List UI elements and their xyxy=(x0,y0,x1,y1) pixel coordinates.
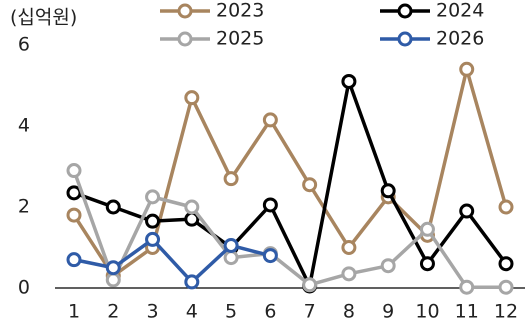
x-tick-label: 5 xyxy=(225,301,237,323)
y-tick-label: 6 xyxy=(18,34,30,56)
point xyxy=(105,260,121,276)
legend-label: 2024 xyxy=(436,0,484,22)
point xyxy=(498,256,514,272)
unit-label: (십억원) xyxy=(10,7,77,29)
x-tick-label: 1 xyxy=(68,301,80,323)
point xyxy=(262,112,278,128)
point xyxy=(459,61,475,77)
x-tick-label: 11 xyxy=(455,301,479,323)
point xyxy=(184,199,200,215)
point xyxy=(145,231,161,247)
legend-marker xyxy=(397,31,413,47)
legend-marker xyxy=(397,3,413,19)
legend-marker xyxy=(177,3,193,19)
point xyxy=(105,199,121,215)
point xyxy=(419,221,435,237)
point xyxy=(459,279,475,295)
point xyxy=(498,199,514,215)
point xyxy=(302,177,318,193)
legend-label: 2023 xyxy=(216,0,264,22)
legend-label: 2026 xyxy=(436,28,484,50)
x-tick-label: 7 xyxy=(304,301,316,323)
x-tick-label: 6 xyxy=(264,301,276,323)
point xyxy=(105,272,121,288)
point xyxy=(498,279,514,295)
point xyxy=(262,197,278,213)
x-tick-label: 2 xyxy=(107,301,119,323)
point xyxy=(66,207,82,223)
legend-marker xyxy=(177,31,193,47)
point xyxy=(262,248,278,264)
point xyxy=(184,90,200,106)
legend-label: 2025 xyxy=(216,28,264,50)
point xyxy=(145,189,161,205)
y-tick-label: 2 xyxy=(18,196,30,218)
point xyxy=(302,277,318,293)
point xyxy=(380,258,396,274)
point xyxy=(223,171,239,187)
point xyxy=(419,256,435,272)
point xyxy=(66,252,82,268)
x-tick-label: 8 xyxy=(343,301,355,323)
y-tick-label: 4 xyxy=(18,115,30,137)
x-tick-label: 4 xyxy=(186,301,198,323)
x-tick-label: 10 xyxy=(415,301,439,323)
x-tick-label: 12 xyxy=(494,301,518,323)
point xyxy=(145,213,161,229)
point xyxy=(66,163,82,179)
point xyxy=(380,183,396,199)
point xyxy=(184,274,200,290)
y-tick-label: 0 xyxy=(18,277,30,299)
point xyxy=(223,250,239,266)
point xyxy=(341,266,357,282)
x-tick-label: 9 xyxy=(382,301,394,323)
series-line xyxy=(72,169,506,289)
point xyxy=(341,73,357,89)
point xyxy=(459,203,475,219)
point xyxy=(341,240,357,255)
point xyxy=(66,185,82,201)
point xyxy=(223,237,239,253)
x-tick-label: 3 xyxy=(146,301,158,323)
series-line xyxy=(72,67,508,278)
